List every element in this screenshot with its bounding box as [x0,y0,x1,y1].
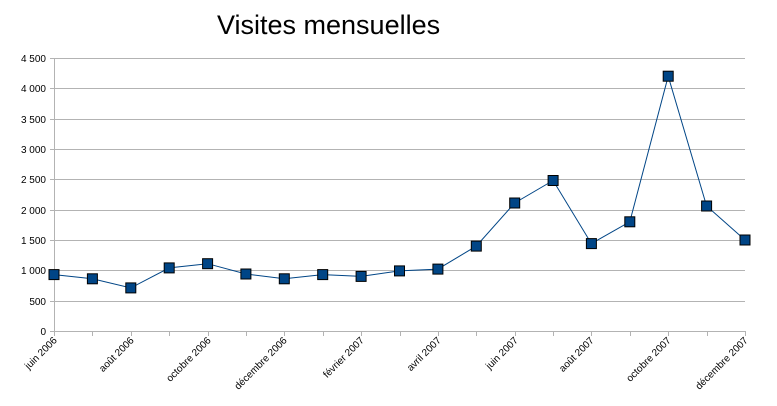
data-point [624,216,636,228]
x-tick-label: octobre 2007 [625,335,674,384]
y-tick-label: 3 000 [21,145,46,156]
data-point [86,273,98,285]
data-point [163,262,175,274]
data-point [585,238,597,250]
data-point [125,282,137,294]
y-tick-label: 1 500 [21,236,46,247]
data-point [394,265,405,277]
data-point [547,175,559,186]
x-tick-label: août 2007 [557,335,597,375]
data-point [278,273,290,285]
x-tick-label: juin 2007 [483,335,520,372]
x-tick-label: août 2006 [97,335,137,375]
data-point [202,258,214,270]
x-tick-label: décembre 2006 [233,335,290,392]
data-point [509,197,521,209]
data-point [662,70,674,82]
axes [54,58,745,332]
series [48,70,751,294]
data-point [317,269,329,281]
x-tick-label: avril 2007 [405,335,444,374]
x-axis-ticks: juin 2006 août 2006 octobre 2006 décembre 2… [22,331,751,392]
y-tick-label: 0 [40,327,46,338]
data-point [432,263,444,275]
grid-lines [54,58,745,332]
data-point [470,240,482,252]
series-line [53,74,746,289]
y-tick-label: 3 500 [21,115,46,126]
y-tick-label: 500 [29,297,46,308]
data-point [240,268,252,280]
x-tick-label: octobre 2006 [165,335,214,384]
y-tick-label: 2 000 [21,206,46,217]
x-tick-label: décembre 2007 [694,335,751,392]
data-point [355,270,367,282]
data-point [739,234,751,246]
x-tick-label: juin 2006 [22,335,59,372]
y-tick-label: 4 000 [21,84,46,95]
data-point [701,200,713,212]
y-tick-label: 2 500 [21,175,46,186]
y-tick-label: 4 500 [21,54,46,65]
x-tick-label: février 2007 [321,335,366,380]
y-tick-label: 1 000 [21,266,46,277]
data-point [48,269,60,281]
y-axis-ticks: 0 500 1 000 1 500 2 000 2 500 3 000 3 500 4 000 4… [21,54,54,338]
chart-title: Visites mensuelles [217,10,440,40]
